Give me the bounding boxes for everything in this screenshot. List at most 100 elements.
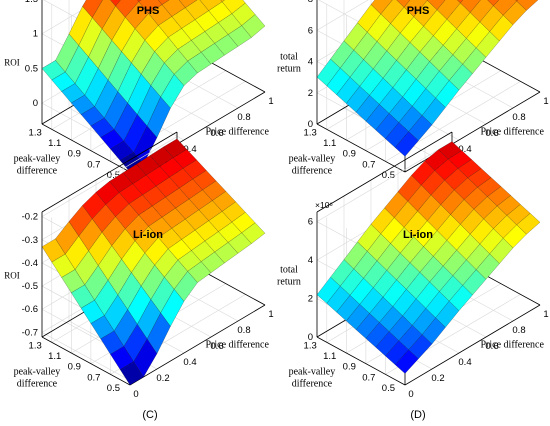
- y-tick-label: 0.9: [68, 362, 81, 373]
- x-axis-line: [404, 304, 541, 386]
- y-tick-label: 1.1: [48, 138, 61, 149]
- y-tick-label: 1.1: [48, 351, 61, 362]
- x-tick-label: 0.4: [183, 357, 196, 368]
- surface-cell: [457, 0, 464, 4]
- panel-label: (D): [410, 409, 425, 421]
- z-axis-label: ROI: [4, 58, 20, 68]
- surface-cell: [516, 213, 541, 235]
- surface-mesh: [316, 141, 541, 374]
- y-tick-label: 1.3: [29, 340, 42, 351]
- wall-grid-line: [41, 0, 100, 34]
- x-tick-label: 0.6: [485, 341, 498, 352]
- surface-cell: [487, 0, 500, 6]
- box-edge-line: [316, 131, 453, 213]
- z-tick-label: 0.5: [25, 63, 38, 74]
- y-axis-line: [41, 336, 131, 386]
- y-axis-label: peak-valley: [289, 154, 336, 165]
- surface-mesh: [316, 0, 539, 157]
- y-tick-label: 1.1: [323, 138, 336, 149]
- y-axis-label: difference: [292, 379, 333, 390]
- y-tick-label: 0.9: [68, 149, 81, 160]
- z-tick-label: 1: [33, 29, 38, 40]
- z-tick-label: 1.5: [25, 0, 38, 5]
- surface-panel-3: 0 0.2 0.4 0.6 0.8 1 0.5 0.7 0.9 1.1 1.3 -0.7 -0.6 -0.…: [4, 131, 274, 421]
- z-axis-label: return: [277, 277, 301, 288]
- y-tick-label: 0.7: [362, 159, 375, 170]
- y-axis-label: difference: [292, 166, 333, 177]
- y-tick-label: 0.7: [87, 159, 100, 170]
- y-tick-label: 0.7: [87, 372, 100, 383]
- wall-grid-line: [316, 0, 369, 31]
- z-tick-label: 4: [308, 255, 313, 266]
- z-tick-label: 6: [308, 217, 313, 228]
- x-tick-label: 0: [133, 389, 138, 400]
- x-tick-label: 1: [543, 309, 548, 320]
- surface-cell: [396, 0, 411, 8]
- x-tick-label: 1: [543, 96, 548, 107]
- surface-cell: [241, 14, 266, 38]
- surface-mesh: [41, 138, 266, 386]
- z-tick-label: 6: [308, 25, 313, 36]
- y-axis-label: peak-valley: [14, 367, 61, 378]
- y-axis-label: peak-valley: [289, 367, 336, 378]
- z-tick-label: 0: [33, 98, 38, 109]
- z-tick-label: -0.5: [22, 281, 38, 292]
- y-tick-label: 0.5: [382, 383, 395, 394]
- x-axis-label: Price difference: [481, 126, 545, 137]
- chart-title: Li-ion: [133, 229, 163, 241]
- y-axis-label: difference: [17, 379, 58, 390]
- surface-cell: [515, 0, 519, 2]
- x-tick-label: 0.8: [237, 112, 250, 123]
- wall-grid-line: [41, 332, 131, 381]
- x-axis-label: Price difference: [206, 126, 270, 137]
- tick-labels: 0 0.2 0.4 0.6 0.8 1 0.5 0.7 0.9 1.1 1.3 -0.7 -0.6 -0.…: [22, 212, 274, 400]
- z-tick-label: 8: [308, 0, 313, 5]
- chart-title: Li-ion: [403, 229, 433, 241]
- panel-label: (C): [142, 409, 157, 421]
- box-edge-line: [41, 131, 178, 213]
- y-tick-label: 1.3: [304, 127, 317, 138]
- z-axis-label: total: [280, 265, 298, 276]
- y-tick-label: 1.1: [323, 351, 336, 362]
- surface-cell: [427, 0, 446, 11]
- x-tick-label: 0.6: [210, 341, 223, 352]
- x-tick-label: 0.8: [512, 112, 525, 123]
- y-axis-line: [41, 123, 131, 173]
- z-tick-label: -0.4: [22, 258, 38, 269]
- y-tick-label: 0.5: [107, 383, 120, 394]
- x-tick-label: 0.4: [458, 144, 471, 155]
- wall-grid-line: [316, 141, 453, 222]
- x-tick-label: 0.2: [156, 373, 169, 384]
- z-tick-label: -0.2: [22, 212, 38, 223]
- y-tick-label: 0.9: [343, 362, 356, 373]
- y-tick-label: 0.9: [343, 149, 356, 160]
- x-tick-label: 0.2: [431, 373, 444, 384]
- x-tick-label: 0.8: [512, 325, 525, 336]
- z-tick-label: -0.7: [22, 327, 38, 338]
- z-tick-label: -0.3: [22, 235, 38, 246]
- x-tick-label: 0.8: [237, 325, 250, 336]
- x-tick-label: 0: [408, 389, 413, 400]
- y-axis-label: difference: [17, 166, 58, 177]
- y-tick-label: 0.7: [362, 372, 375, 383]
- z-tick-label: -0.6: [22, 304, 38, 315]
- y-axis-label: peak-valley: [14, 154, 61, 165]
- surface-cell: [110, 0, 121, 7]
- surface-cell: [220, 0, 225, 3]
- z-tick-label: 2: [308, 88, 313, 99]
- z-axis-label: total: [280, 52, 298, 63]
- exponent-label: ×10⁶: [315, 200, 333, 210]
- x-axis-label: Price difference: [481, 339, 545, 350]
- surface-cell: [137, 0, 142, 2]
- chart-title: PHS: [137, 5, 160, 17]
- surface-cell: [158, 0, 170, 5]
- x-tick-label: 1: [268, 96, 273, 107]
- y-axis-line: [316, 336, 406, 386]
- z-tick-label: 0: [308, 119, 313, 130]
- z-axis-label: return: [277, 64, 301, 75]
- y-tick-label: 0.5: [382, 170, 395, 181]
- x-tick-label: 0.6: [210, 128, 223, 139]
